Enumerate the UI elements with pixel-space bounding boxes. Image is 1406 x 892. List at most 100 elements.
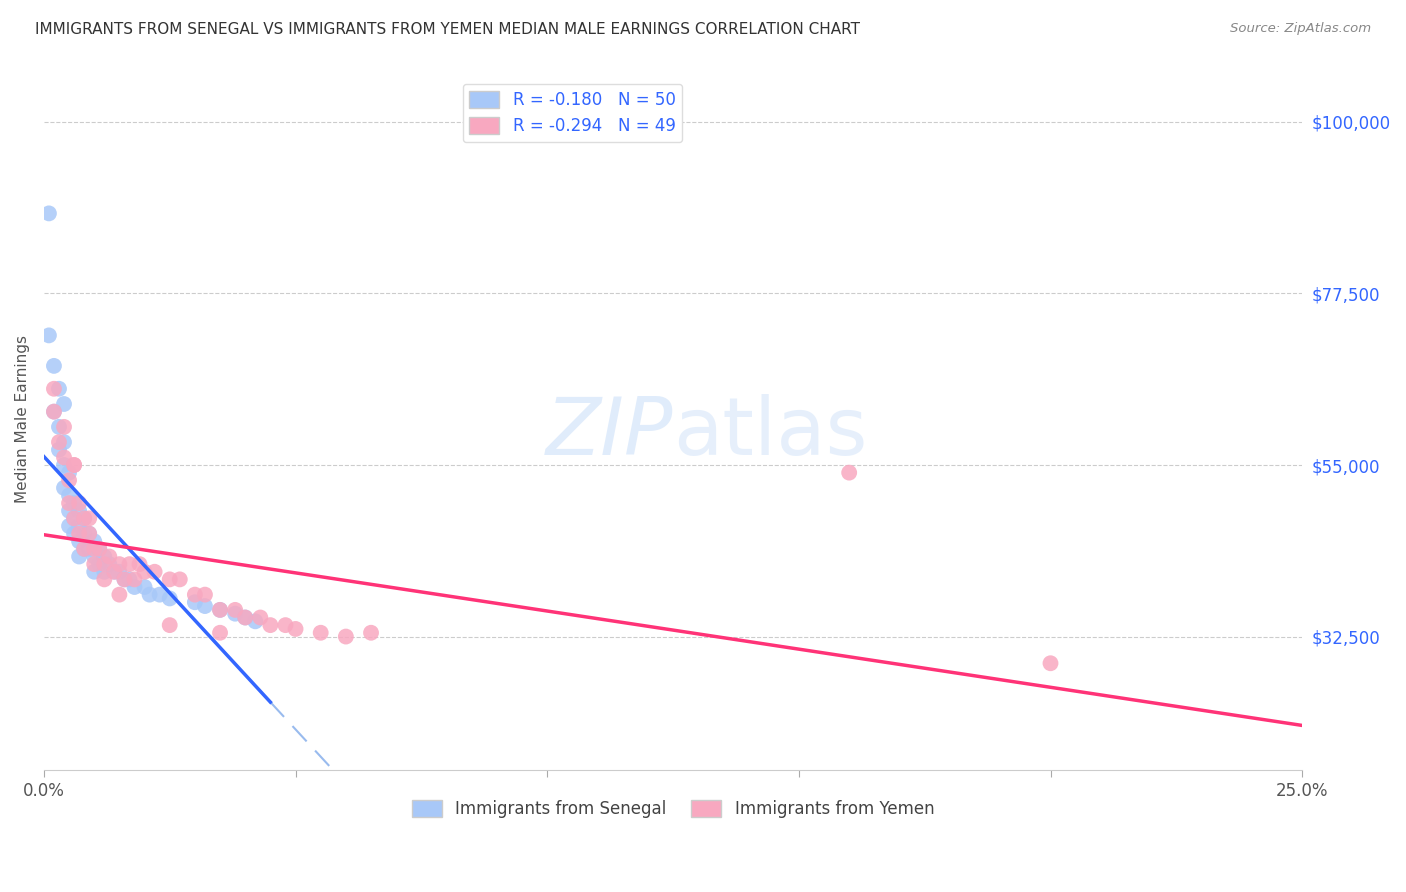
Point <box>67 549 90 564</box>
Point <box>83 565 105 579</box>
Point <box>309 625 332 640</box>
Point <box>67 534 90 549</box>
Point <box>1039 657 1062 671</box>
Point <box>53 458 76 472</box>
Point <box>134 565 156 579</box>
Point <box>274 618 297 632</box>
Point <box>118 557 141 571</box>
Point <box>42 359 65 373</box>
Point <box>63 511 86 525</box>
Point <box>38 328 60 343</box>
Point <box>53 481 76 495</box>
Point <box>53 450 76 465</box>
Text: IMMIGRANTS FROM SENEGAL VS IMMIGRANTS FROM YEMEN MEDIAN MALE EARNINGS CORRELATIO: IMMIGRANTS FROM SENEGAL VS IMMIGRANTS FR… <box>35 22 860 37</box>
Point <box>209 603 232 617</box>
Point <box>38 206 60 220</box>
Point <box>159 618 181 632</box>
Point <box>128 557 150 571</box>
Legend: Immigrants from Senegal, Immigrants from Yemen: Immigrants from Senegal, Immigrants from… <box>405 793 941 825</box>
Point <box>93 565 115 579</box>
Point <box>63 511 86 525</box>
Point <box>838 466 860 480</box>
Point <box>77 526 100 541</box>
Point <box>58 496 80 510</box>
Point <box>138 588 160 602</box>
Point <box>63 496 86 510</box>
Point <box>184 595 207 609</box>
Point <box>83 549 105 564</box>
Point <box>98 557 121 571</box>
Point <box>209 625 232 640</box>
Point <box>134 580 156 594</box>
Point <box>73 541 96 556</box>
Point <box>224 603 246 617</box>
Text: atlas: atlas <box>673 394 868 472</box>
Point <box>83 534 105 549</box>
Point <box>245 615 267 629</box>
Point <box>73 541 96 556</box>
Point <box>77 526 100 541</box>
Point <box>209 603 232 617</box>
Point <box>93 573 115 587</box>
Point <box>249 610 271 624</box>
Point <box>284 622 307 636</box>
Point <box>89 541 111 556</box>
Point <box>58 519 80 533</box>
Y-axis label: Median Male Earnings: Median Male Earnings <box>15 335 30 503</box>
Point <box>159 573 181 587</box>
Point <box>67 526 90 541</box>
Point <box>58 473 80 487</box>
Point <box>93 549 115 564</box>
Point <box>98 549 121 564</box>
Point <box>77 511 100 525</box>
Point <box>42 404 65 418</box>
Point <box>112 573 135 587</box>
Point <box>53 397 76 411</box>
Point <box>48 382 70 396</box>
Point <box>159 591 181 606</box>
Point <box>149 588 172 602</box>
Point <box>53 435 76 450</box>
Point <box>63 458 86 472</box>
Point <box>194 599 217 613</box>
Point <box>108 565 131 579</box>
Point <box>63 526 86 541</box>
Point <box>48 435 70 450</box>
Point <box>83 541 105 556</box>
Point <box>73 511 96 525</box>
Point <box>103 565 125 579</box>
Point <box>73 526 96 541</box>
Point <box>58 466 80 480</box>
Point <box>124 573 146 587</box>
Point <box>67 519 90 533</box>
Text: Source: ZipAtlas.com: Source: ZipAtlas.com <box>1230 22 1371 36</box>
Point <box>93 557 115 571</box>
Point <box>112 573 135 587</box>
Point <box>143 565 166 579</box>
Point <box>259 618 281 632</box>
Point <box>233 610 256 624</box>
Point <box>233 610 256 624</box>
Point <box>89 557 111 571</box>
Point <box>48 442 70 457</box>
Point <box>118 573 141 587</box>
Point <box>103 565 125 579</box>
Point <box>63 458 86 472</box>
Point <box>108 557 131 571</box>
Point <box>42 382 65 396</box>
Point <box>194 588 217 602</box>
Point <box>53 420 76 434</box>
Point <box>184 588 207 602</box>
Text: ZIP: ZIP <box>546 394 673 472</box>
Point <box>169 573 191 587</box>
Point <box>83 557 105 571</box>
Point <box>360 625 382 640</box>
Point <box>42 404 65 418</box>
Point <box>335 630 357 644</box>
Point <box>48 420 70 434</box>
Point <box>89 541 111 556</box>
Point <box>67 496 90 510</box>
Point <box>58 504 80 518</box>
Point <box>124 580 146 594</box>
Point <box>58 489 80 503</box>
